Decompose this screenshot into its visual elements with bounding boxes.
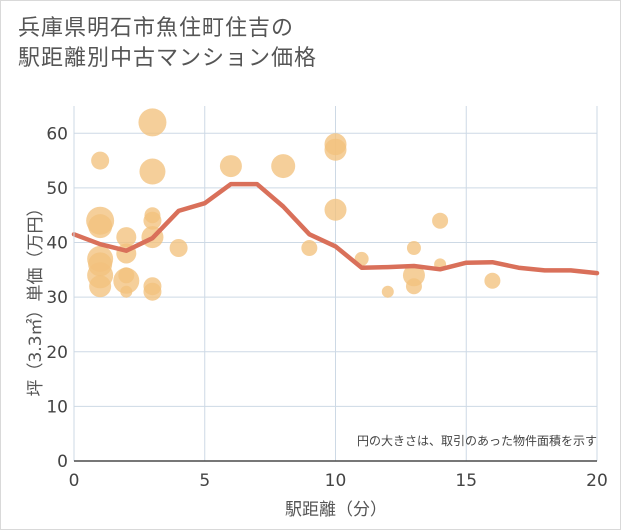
data-bubble <box>324 198 347 221</box>
y-tick-label: 10 <box>46 397 68 417</box>
data-bubble <box>381 285 394 298</box>
y-axis-label: 坪（3.3㎡）単価（万円） <box>26 199 46 396</box>
y-tick-label: 20 <box>46 343 68 363</box>
size-note: 円の大きさは、取引のあった物件面積を示す <box>357 433 597 448</box>
x-tick-label: 15 <box>455 471 477 491</box>
data-bubble <box>120 285 133 298</box>
chart-title-line-1: 兵庫県明石市魚住町住吉の <box>18 16 295 41</box>
data-bubble <box>138 108 167 137</box>
data-bubble <box>113 267 140 294</box>
x-tick-label: 0 <box>69 471 80 491</box>
data-bubble <box>143 282 162 301</box>
y-tick-label: 30 <box>46 288 68 308</box>
data-bubble <box>143 211 162 230</box>
chart-title-line-2: 駅距離別中古マンション価格 <box>18 46 318 71</box>
y-tick-label: 40 <box>46 234 68 254</box>
axes: 0 10 20 30 40 50 60 0 5 10 15 20 <box>46 106 608 491</box>
x-tick-label: 5 <box>199 471 210 491</box>
y-tick-label: 60 <box>46 124 68 144</box>
x-tick-label: 10 <box>325 471 347 491</box>
y-tick-label: 0 <box>57 452 68 472</box>
data-bubble <box>432 212 449 229</box>
average-line-group <box>71 181 600 276</box>
data-bubble <box>406 241 421 255</box>
x-tick-label: 20 <box>586 471 608 491</box>
data-bubble <box>116 227 137 248</box>
data-bubble <box>405 278 422 295</box>
x-axis-label: 駅距離（分） <box>285 500 387 520</box>
chart-title: 兵庫県明石市魚住町住吉の 駅距離別中古マンション価格 <box>18 14 317 74</box>
data-bubble <box>301 240 318 256</box>
data-bubble <box>169 239 188 257</box>
average-price-line <box>71 181 600 276</box>
data-bubble <box>89 275 112 298</box>
data-bubble <box>324 138 347 161</box>
data-bubble <box>88 214 113 239</box>
data-bubble <box>271 154 296 179</box>
data-bubble <box>484 272 501 289</box>
data-bubble <box>91 151 110 170</box>
y-tick-label: 50 <box>46 179 68 199</box>
data-bubble <box>219 155 242 178</box>
data-bubble <box>139 158 166 185</box>
bubbles <box>86 108 501 301</box>
